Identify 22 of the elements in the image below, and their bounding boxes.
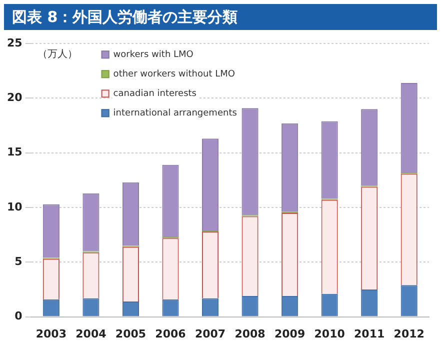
x-tick-label: 2011 [354, 327, 385, 340]
legend-label: international arrangements [113, 108, 238, 118]
y-tick-label: 10 [6, 200, 23, 214]
x-tick-label: 2012 [394, 327, 424, 340]
y-tick-label: 25 [6, 36, 22, 50]
x-tick-label: 2009 [274, 327, 306, 340]
x-tick-label: 2007 [194, 327, 226, 340]
legend-label: workers with LMO [113, 50, 194, 60]
chart-title: 図表 8：外国人労働者の主要分類 [4, 4, 437, 30]
x-tick-label: 2008 [234, 327, 266, 340]
y-tick-label: 15 [6, 146, 22, 159]
x-tick-label: 2004 [76, 327, 107, 340]
y-tick-label: 0 [14, 310, 23, 323]
x-tick-label: 2003 [36, 327, 67, 340]
y-axis-title: （万人） [37, 49, 78, 60]
legend-label: other workers without LMO [113, 69, 235, 80]
x-tick-label: 2010 [314, 327, 346, 340]
legend-label: canadian interests [113, 88, 197, 99]
y-tick-label: 20 [6, 91, 23, 104]
x-tick-label: 2005 [115, 327, 146, 340]
x-tick-label: 2006 [155, 327, 186, 340]
y-tick-label: 5 [14, 255, 22, 268]
